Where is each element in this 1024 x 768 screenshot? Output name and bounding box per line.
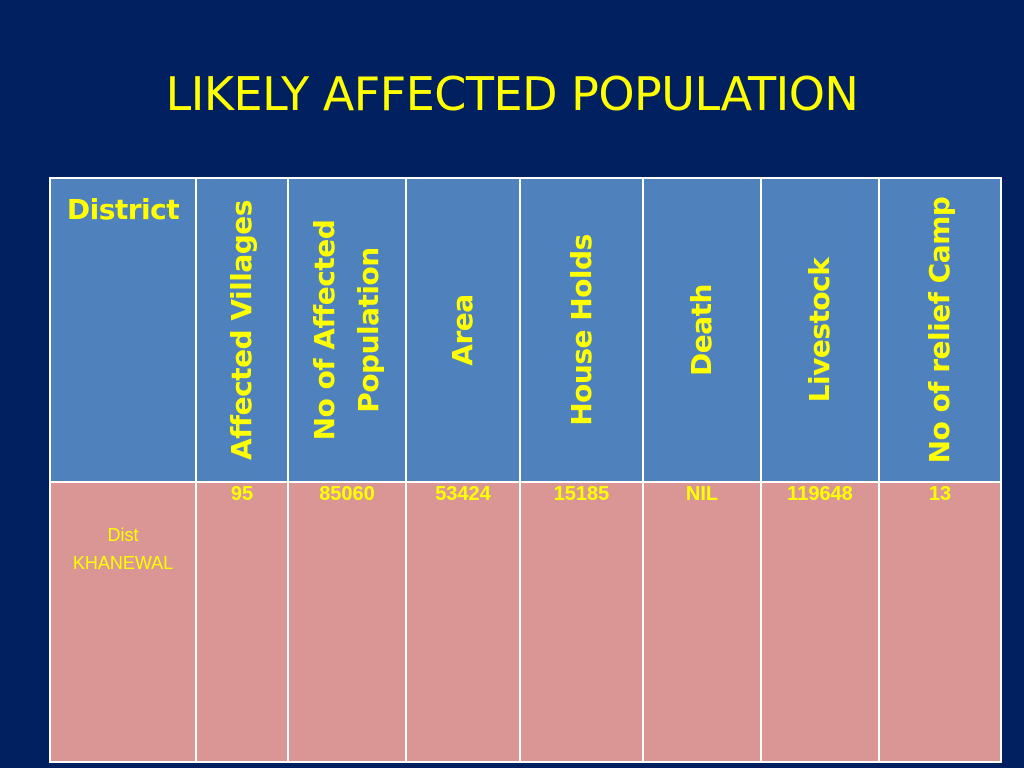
cell-affected-villages: 95 [195,481,289,763]
table-header-row: District Affected Villages No of Affecte… [49,177,1002,483]
header-area: Area [405,177,521,483]
cell-house-holds: 15185 [519,481,644,763]
header-affected-population-label: No of Affected Population [308,219,385,441]
slide-title: LIKELY AFFECTED POPULATION [165,67,859,121]
affected-population-table: District Affected Villages No of Affecte… [49,177,1002,763]
cell-area: 53424 [405,481,521,763]
header-death-label: Death [685,284,718,376]
header-area-label: Area [446,294,479,366]
header-relief-camps-label: No of relief Camp [923,196,956,464]
header-district: District [49,177,197,483]
cell-district: Dist KHANEWAL [49,481,197,763]
cell-district-line1: Dist [107,525,139,545]
cell-district-line2: KHANEWAL [72,553,174,573]
cell-relief-camps: 13 [878,481,1002,763]
header-livestock: Livestock [760,177,880,483]
header-affected-villages-label: Affected Villages [225,200,258,460]
table-row: Dist KHANEWAL 95 85060 53424 15185 NIL 1… [49,481,1002,763]
cell-affected-population: 85060 [287,481,407,763]
cell-death: NIL [642,481,762,763]
header-affected-villages: Affected Villages [195,177,289,483]
header-livestock-label: Livestock [803,257,836,403]
header-death: Death [642,177,762,483]
cell-livestock: 119648 [760,481,880,763]
header-house-holds-label: House Holds [564,234,598,426]
header-relief-camps: No of relief Camp [878,177,1002,483]
header-affected-population: No of Affected Population [287,177,407,483]
header-house-holds: House Holds [519,177,644,483]
